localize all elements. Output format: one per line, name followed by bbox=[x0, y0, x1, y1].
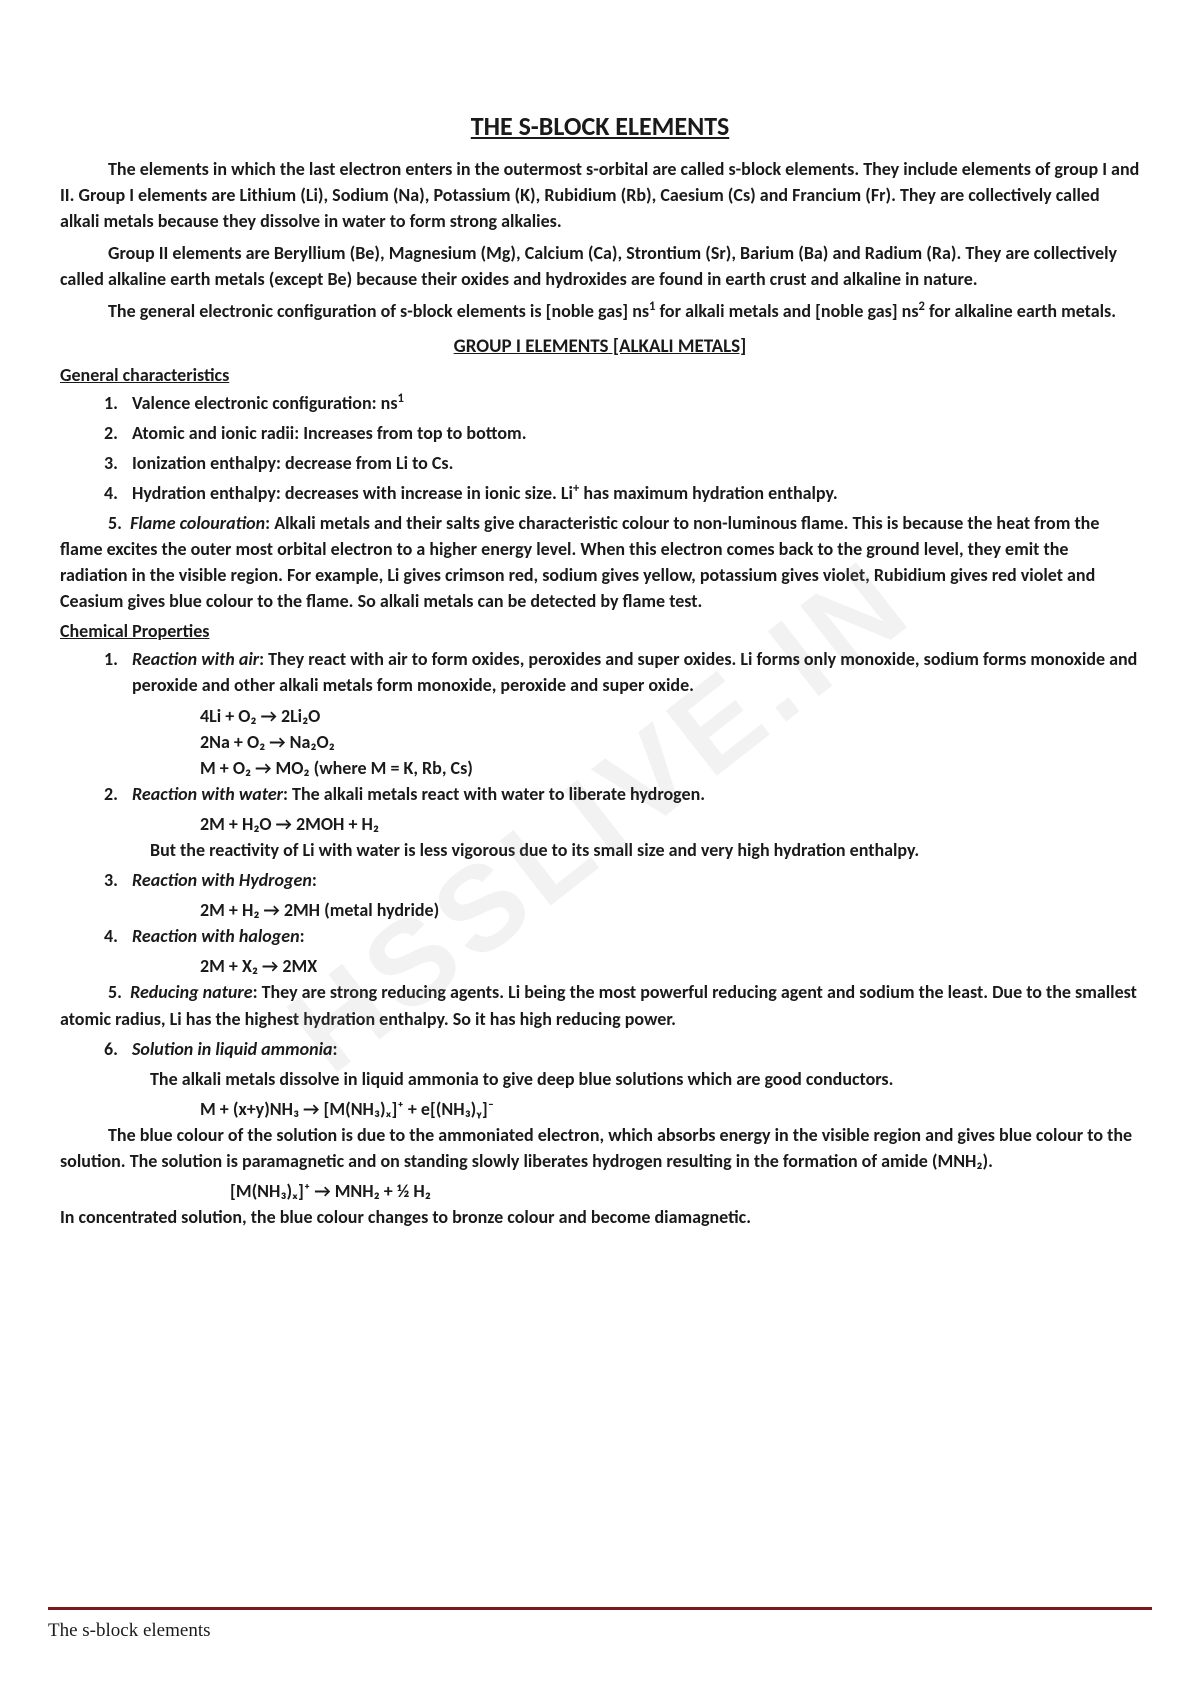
cp-item-3: Reaction with Hydrogen: bbox=[132, 867, 1140, 893]
intro-p3b: for alkali metals and [noble gas] ns bbox=[655, 300, 918, 322]
cp-item-1: Reaction with air: They react with air t… bbox=[132, 646, 1140, 698]
equation-1: 4Li + O₂ → 2Li₂O bbox=[60, 703, 1140, 729]
cp-list-6: Solution in liquid ammonia: bbox=[60, 1036, 1140, 1062]
cp5-label: Reducing nature bbox=[130, 981, 253, 1003]
equation-6: 2M + X₂ → 2MX bbox=[60, 953, 1140, 979]
cp-item-4: Reaction with halogen: bbox=[132, 923, 1140, 949]
cp2-label: Reaction with water bbox=[132, 783, 283, 805]
gc-item-3: Ionization enthalpy: decrease from Li to… bbox=[132, 450, 1140, 476]
gc1-text: Valence electronic configuration: ns bbox=[132, 392, 398, 414]
cp6-label: Solution in liquid ammonia bbox=[132, 1038, 333, 1060]
heading-chemical-properties: Chemical Properties bbox=[60, 620, 1140, 642]
cp2-note-text: But the reactivity of Li with water is l… bbox=[150, 839, 919, 861]
gc-item-2: Atomic and ionic radii: Increases from t… bbox=[132, 420, 1140, 446]
gc-item-1: Valence electronic configuration: ns1 bbox=[132, 390, 1140, 416]
equation-7: M + (x+y)NH₃ → [M(NH₃)ₓ]⁺ + e[(NH₃)ᵧ]⁻ bbox=[60, 1096, 1140, 1122]
cp6-body3: In concentrated solution, the blue colou… bbox=[60, 1204, 1140, 1230]
cp-list-2: Reaction with water: The alkali metals r… bbox=[60, 781, 1140, 807]
cp1-body: : They react with air to form oxides, pe… bbox=[132, 648, 1137, 696]
equation-5: 2M + H₂ → 2MH (metal hydride) bbox=[60, 897, 1140, 923]
equation-3: M + O₂ → MO₂ (where M = K, Rb, Cs) bbox=[60, 755, 1140, 781]
section-title-group1: GROUP I ELEMENTS [ALKALI METALS] bbox=[60, 335, 1140, 358]
cp1-label: Reaction with air bbox=[132, 648, 259, 670]
cp-list-3: Reaction with Hydrogen: bbox=[60, 867, 1140, 893]
footer-text: The s-block elements bbox=[48, 1620, 211, 1642]
gc5-label: Flame colouration bbox=[130, 512, 265, 534]
cp2-body: : The alkali metals react with water to … bbox=[283, 783, 705, 805]
cp-item-6: Solution in liquid ammonia: bbox=[132, 1036, 1140, 1062]
gc4b: has maximum hydration enthalpy. bbox=[579, 482, 837, 504]
equation-2: 2Na + O₂ → Na₂O₂ bbox=[60, 729, 1140, 755]
gc-item-5: 5. Flame colouration: Alkali metals and … bbox=[60, 510, 1140, 614]
intro-p1: The elements in which the last electron … bbox=[60, 156, 1140, 234]
intro-p3c: for alkaline earth metals. bbox=[925, 300, 1116, 322]
chemical-properties-list: Reaction with air: They react with air t… bbox=[60, 646, 1140, 698]
footer-divider bbox=[48, 1607, 1152, 1610]
intro-p2: Group II elements are Beryllium (Be), Ma… bbox=[60, 240, 1140, 292]
page-title: THE S-BLOCK ELEMENTS bbox=[60, 110, 1140, 142]
equation-8: [M(NH₃)ₓ]⁺ → MNH₂ + ½ H₂ bbox=[60, 1178, 1140, 1204]
cp3-label: Reaction with Hydrogen bbox=[132, 869, 312, 891]
gc4a: Hydration enthalpy: decreases with incre… bbox=[132, 482, 573, 504]
cp2-note: But the reactivity of Li with water is l… bbox=[60, 837, 1140, 863]
intro-p3a: The general electronic configuration of … bbox=[108, 300, 649, 322]
cp6-body2: The blue colour of the solution is due t… bbox=[60, 1122, 1140, 1174]
cp-list-4: Reaction with halogen: bbox=[60, 923, 1140, 949]
heading-general-characteristics: General characteristics bbox=[60, 364, 1140, 386]
equation-4: 2M + H₂O → 2MOH + H₂ bbox=[60, 811, 1140, 837]
intro-p3: The general electronic configuration of … bbox=[60, 298, 1140, 324]
cp-item-2: Reaction with water: The alkali metals r… bbox=[132, 781, 1140, 807]
sup-ns1: 1 bbox=[398, 391, 404, 406]
cp6-body1: The alkali metals dissolve in liquid amm… bbox=[60, 1066, 1140, 1092]
cp4-label: Reaction with halogen bbox=[132, 925, 300, 947]
cp-item-5: 5. Reducing nature: They are strong redu… bbox=[60, 979, 1140, 1031]
general-characteristics-list: Valence electronic configuration: ns1 At… bbox=[60, 390, 1140, 506]
gc-item-4: Hydration enthalpy: decreases with incre… bbox=[132, 480, 1140, 506]
